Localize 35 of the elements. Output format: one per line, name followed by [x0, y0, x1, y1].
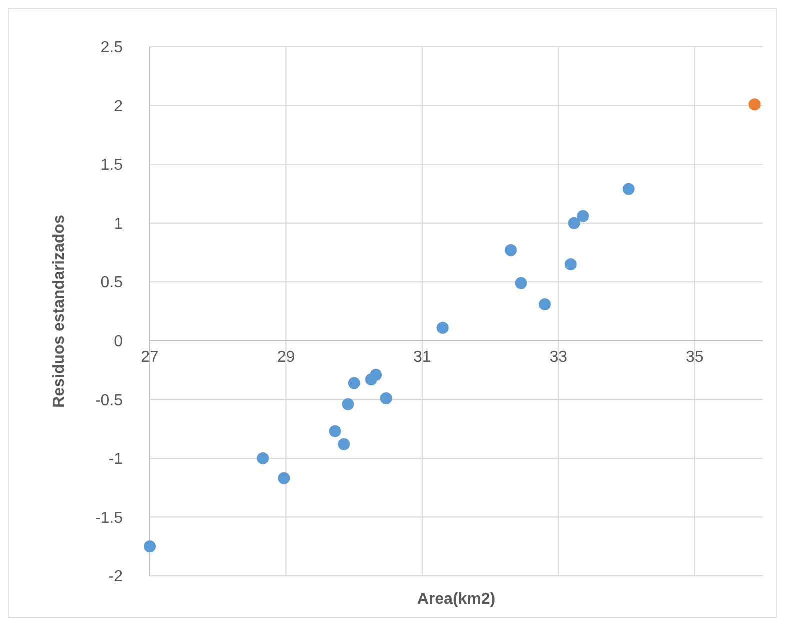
y-tick-label: -1.5	[95, 510, 124, 527]
point	[622, 183, 635, 196]
point	[564, 258, 577, 270]
point	[436, 322, 449, 334]
point	[342, 398, 354, 410]
y-axis-title: Residuos estandarizados	[51, 214, 68, 408]
point	[748, 98, 761, 111]
y-tick-label: -2	[108, 568, 124, 586]
y-tick-label: 0	[114, 333, 124, 350]
x-tick-label: 31	[414, 349, 432, 366]
point	[257, 452, 270, 464]
y-tick-label: 0.5	[100, 274, 124, 292]
point	[539, 298, 552, 310]
x-axis-title: Area(km2)	[417, 591, 496, 608]
x-tick-label: 33	[550, 349, 568, 366]
point	[577, 210, 590, 222]
point	[515, 277, 528, 290]
y-tick-label: 2	[114, 98, 124, 116]
point	[380, 392, 392, 404]
x-tick-label: 27	[141, 349, 159, 366]
y-tick-label: -1	[108, 451, 124, 468]
point	[568, 217, 580, 230]
y-tick-label: 2.5	[100, 40, 124, 57]
x-tick-label: 29	[277, 349, 296, 366]
point	[348, 377, 360, 390]
point	[278, 472, 290, 484]
y-tick-label: -0.5	[95, 392, 124, 410]
x-tick-label: 35	[686, 349, 704, 366]
point	[329, 425, 342, 438]
point	[144, 540, 156, 553]
y-tick-label: 1	[114, 216, 124, 233]
y-tick-label: 1.5	[100, 157, 124, 174]
point	[338, 438, 350, 450]
point	[370, 368, 382, 381]
point	[504, 244, 517, 256]
